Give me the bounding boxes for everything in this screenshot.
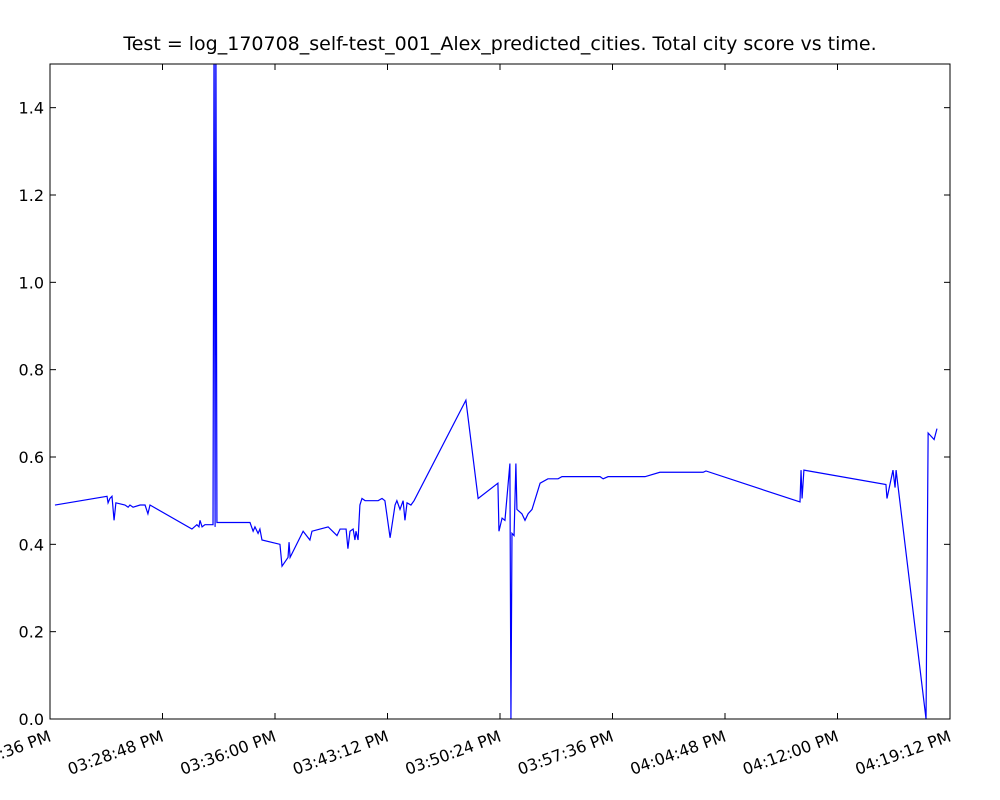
y-tick-label: 0.8 <box>19 361 44 380</box>
y-tick-label: 1.0 <box>19 273 44 292</box>
y-tick-label: 0.2 <box>19 623 44 642</box>
chart-title: Test = log_170708_self-test_001_Alex_pre… <box>122 33 876 55</box>
y-tick-label: 0.4 <box>19 535 44 554</box>
y-tick-label: 1.4 <box>19 99 44 118</box>
y-tick-label: 1.2 <box>19 186 44 205</box>
plot-area <box>54 64 938 719</box>
y-tick-label: 0.0 <box>19 710 44 729</box>
y-tick-label: 0.6 <box>19 448 44 467</box>
data-line <box>54 64 938 719</box>
